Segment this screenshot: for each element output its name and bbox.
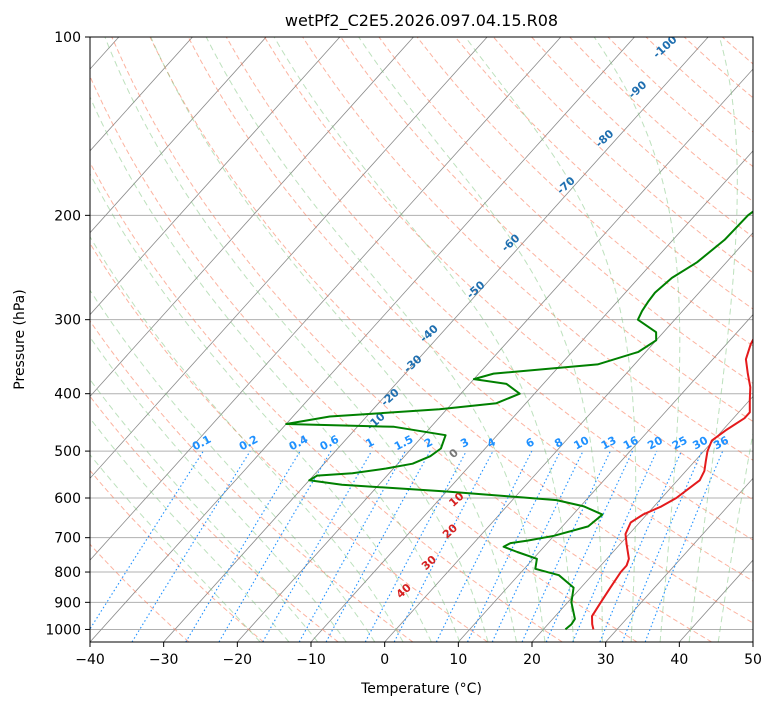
mixing-ratio-label: 13 — [599, 434, 619, 453]
isotherm — [90, 37, 193, 152]
moist-adiabat — [464, 37, 637, 642]
dry-adiabat — [90, 161, 563, 642]
dry-adiabat — [90, 320, 414, 642]
moist-adiabat — [205, 37, 546, 642]
x-tick-label: 40 — [670, 652, 688, 668]
moist-adiabat — [90, 235, 404, 642]
mixing-ratio-line — [572, 450, 658, 642]
moist-adiabat — [688, 37, 738, 642]
y-tick-label: 600 — [54, 491, 81, 507]
isotherm — [90, 37, 267, 234]
mixing-ratio-line — [644, 450, 724, 642]
y-tick-label: 100 — [54, 30, 81, 46]
mixing-ratio-line — [298, 450, 406, 642]
moist-adiabat — [273, 37, 575, 642]
plot-frame — [89, 36, 754, 643]
moist-adiabat — [150, 37, 517, 642]
dry-adiabat — [149, 37, 753, 624]
moist-adiabat — [90, 95, 461, 642]
x-tick-label: −20 — [223, 652, 253, 668]
dry-adiabat — [454, 37, 753, 310]
moist-adiabat — [104, 37, 489, 642]
pressure-gridlines — [90, 37, 753, 630]
isotherm — [90, 37, 488, 479]
plot-area: 0.1 0.2 0.4 0.6 1 1.5 2 3 4 6 8 10 13 16 20 25 30 36-100-… — [90, 37, 753, 642]
dry-adiabat — [225, 37, 753, 541]
y-axis-label: Pressure (hPa) — [12, 289, 28, 389]
mixing-ratio-line — [325, 450, 431, 642]
mixing-ratio-label: 30 — [690, 434, 710, 453]
isotherm — [163, 37, 709, 642]
x-tick-label: 10 — [449, 652, 467, 668]
y-tick-label: 700 — [54, 531, 81, 547]
mixing-ratio-line — [545, 450, 633, 642]
x-tick-label: −10 — [296, 652, 326, 668]
mixing-ratio-label: 10 — [572, 434, 592, 453]
moist-adiabat — [90, 289, 376, 642]
y-tick-label: 1000 — [45, 622, 81, 638]
isotherm — [605, 477, 753, 642]
chart-title: wetPf2_C2E5.2026.097.04.15.R08 — [285, 11, 558, 31]
x-tick-label: 0 — [380, 652, 389, 668]
mixing-ratio-lines — [90, 450, 724, 642]
mixing-ratio-line — [435, 450, 533, 642]
moist-adiabat — [90, 417, 290, 642]
dry-adiabat — [111, 37, 712, 642]
y-tick-label: 300 — [54, 313, 81, 329]
moist-adiabat — [717, 430, 753, 642]
moist-adiabat — [90, 172, 432, 642]
x-tick-label: −40 — [75, 652, 105, 668]
isotherm — [531, 395, 753, 642]
dry-adiabat — [90, 242, 488, 642]
mixing-ratio-line — [621, 450, 703, 642]
dry-adiabat — [264, 37, 753, 501]
x-tick-label: 30 — [597, 652, 615, 668]
isotherm — [90, 37, 635, 642]
moist-adiabats — [90, 37, 753, 642]
dewpoint-profile — [285, 210, 753, 631]
x-tick-label: 50 — [744, 652, 762, 668]
x-tick-label: 20 — [523, 652, 541, 668]
mixing-ratio-line — [364, 450, 467, 642]
mixing-ratio-line — [599, 450, 682, 642]
isotherm — [458, 313, 753, 642]
mixing-ratio-line — [131, 450, 251, 642]
moist-adiabat — [90, 378, 319, 642]
dry-adiabat — [90, 469, 264, 642]
isotherm — [90, 37, 414, 398]
dry-adiabat — [340, 37, 753, 423]
x-axis-label: Temperature (°C) — [360, 681, 482, 697]
y-tick-label: 800 — [54, 565, 81, 581]
mixing-ratio-line — [90, 450, 204, 630]
moist-adiabat — [90, 453, 261, 642]
x-tick-label: −30 — [149, 652, 179, 668]
moist-adiabat — [593, 37, 681, 642]
y-tick-label: 400 — [54, 387, 81, 403]
dry-adiabat — [416, 37, 753, 347]
moist-adiabat — [90, 336, 347, 642]
y-axis-ticks: 1000 900 800 700 600 500 400 300 200 100 — [45, 30, 90, 638]
y-tick-label: 500 — [54, 444, 81, 460]
profile-series — [285, 210, 753, 631]
isotherm — [90, 37, 341, 316]
mixing-ratio-label: 20 — [645, 434, 665, 453]
y-tick-label: 900 — [54, 595, 81, 611]
x-axis-ticks: −40 −30 −20 −10 0 10 20 30 40 50 — [75, 642, 762, 668]
dry-adiabat — [187, 37, 753, 582]
isotherm — [237, 68, 753, 642]
temperature-profile — [591, 337, 753, 630]
mixing-ratio-label: 25 — [670, 434, 690, 453]
mixing-ratio-label: 16 — [621, 434, 641, 453]
isotherm — [90, 37, 562, 561]
y-tick-label: 200 — [54, 208, 81, 224]
